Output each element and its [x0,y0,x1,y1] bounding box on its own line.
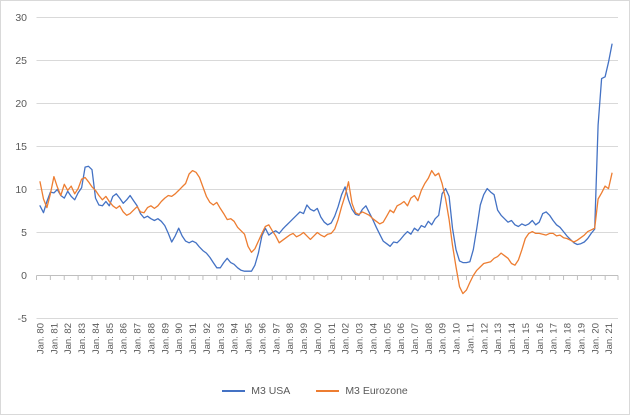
legend-line-swatch-m3-eurozone [316,390,340,392]
x-tick-label: Jan. 97 [271,323,282,354]
x-tick-label: Jan. 94 [230,323,241,354]
x-tick-label: Jan. 00 [313,323,324,354]
x-tick-label: Jan. 01 [327,323,338,354]
x-tick-label: Jan. 03 [355,323,366,354]
legend-item-m3-usa: M3 USA [222,385,290,397]
legend-item-m3-eurozone: M3 Eurozone [316,385,408,397]
x-tick-label: Jan. 20 [590,323,601,354]
x-tick-label: Jan. 85 [105,323,116,354]
x-tick-label: Jan. 81 [49,323,60,354]
x-tick-label: Jan. 05 [382,323,393,354]
x-tick-label: Jan. 06 [396,323,407,354]
x-tick-label: Jan. 08 [424,323,435,354]
x-tick-label: Jan. 82 [63,323,74,354]
x-tick-label: Jan. 95 [244,323,255,354]
y-tick-label: 5 [21,227,27,239]
x-tick-label: Jan. 18 [563,323,574,354]
x-tick-label: Jan. 04 [368,323,379,354]
x-tick-label: Jan. 87 [133,323,144,354]
x-tick-label: Jan. 88 [146,323,157,354]
x-tick-label: Jan. 86 [119,323,130,354]
y-tick-label: 15 [15,141,27,153]
x-tick-label: Jan. 09 [438,323,449,354]
series-line-m3-eurozone [39,169,613,295]
legend: M3 USA M3 Eurozone [1,380,629,402]
x-tick-label: Jan. 16 [535,323,546,354]
x-tick-label: Jan. 83 [77,323,88,354]
x-tick-label: Jan. 07 [410,323,421,354]
legend-label-m3-eurozone: M3 Eurozone [345,385,408,397]
x-tick-label: Jan. 11 [465,323,476,353]
y-tick-label: 0 [21,270,27,282]
x-tick-label: Jan. 12 [479,323,490,354]
x-tick-label: Jan. 91 [188,323,199,354]
x-tick-label: Jan. 02 [341,323,352,354]
y-tick-label: 10 [15,184,27,196]
x-tick-label: Jan. 84 [91,323,102,354]
x-tick-label: Jan. 13 [493,323,504,354]
x-tick-label: Jan. 92 [202,323,213,354]
y-tick-label: 20 [15,98,27,110]
x-tick-label: Jan. 98 [285,323,296,354]
x-tick-label: Jan. 96 [257,323,268,354]
x-tick-label: Jan. 21 [604,323,615,354]
y-tick-label: -5 [18,313,27,325]
legend-line-swatch-m3-usa [222,390,246,392]
x-tick-label: Jan. 99 [299,323,310,354]
x-tick-label: Jan. 89 [160,323,171,354]
x-tick-label: Jan. 80 [36,323,47,354]
x-tick-label: Jan. 15 [521,323,532,354]
x-tick-label: Jan. 17 [549,323,560,354]
x-tick-label: Jan. 93 [216,323,227,354]
x-tick-label: Jan. 14 [507,323,518,354]
y-tick-label: 30 [15,12,27,24]
y-tick-label: 25 [15,55,27,67]
x-tick-label: Jan. 19 [576,323,587,354]
x-tick-label: Jan. 90 [174,323,185,354]
x-tick-label: Jan. 10 [452,323,463,354]
series-line-m3-usa [39,43,613,272]
legend-label-m3-usa: M3 USA [251,385,291,397]
